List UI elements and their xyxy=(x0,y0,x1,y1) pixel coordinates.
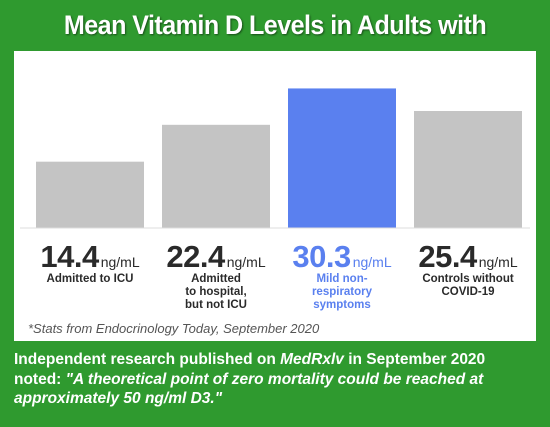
bar-2 xyxy=(288,88,396,228)
footer-text: Independent research published on MedRxl… xyxy=(14,350,544,409)
footer-suffix: in September 2020 xyxy=(343,351,486,368)
bar-category-0: Admitted to ICU xyxy=(46,273,134,285)
bar-label-1: 22.4 ng/mL Admitted to hospital, but not … xyxy=(152,239,280,312)
bar-value-labels: 14.4 ng/mL Admitted to ICU 22.4 ng/mL Admi… xyxy=(14,239,536,329)
bar-unit-2: ng/mL xyxy=(352,254,392,270)
bar-category-1: Admitted to hospital, but not ICU xyxy=(185,273,247,311)
bar-value-2: 30.3 xyxy=(292,239,351,274)
footer-quote: "A theoretical point of zero mortality c… xyxy=(14,370,484,408)
bar-3 xyxy=(414,111,522,228)
bar-category-2: Mild non-respiratory symptoms xyxy=(311,273,373,311)
bar-label-0: 14.4 ng/mL Admitted to ICU xyxy=(26,239,154,286)
chart-title: Mean Vitamin D Levels in Adults with COV… xyxy=(63,10,487,82)
bar-unit-3: ng/mL xyxy=(478,254,518,270)
chart-panel: 14.4 ng/mL Admitted to ICU 22.4 ng/mL Admi… xyxy=(14,51,536,341)
bar-0 xyxy=(36,161,144,228)
bar-value-3: 25.4 xyxy=(418,239,477,274)
footer-site: MedRxlv xyxy=(280,351,344,368)
footer-prefix: Independent research published on xyxy=(14,351,281,368)
bar-chart xyxy=(20,88,530,229)
bar-unit-1: ng/mL xyxy=(226,254,266,270)
footer-noted: noted: xyxy=(14,370,66,388)
bar-label-2: 30.3 ng/mL Mild non-respiratory symptoms xyxy=(278,239,406,312)
bar-value-1: 22.4 xyxy=(166,239,225,274)
bar-label-3: 25.4 ng/mL Controls without COVID-19 xyxy=(404,239,532,299)
bar-category-3: Controls without COVID-19 xyxy=(422,273,514,298)
bar-1 xyxy=(162,124,270,228)
bar-value-0: 14.4 xyxy=(40,239,99,274)
source-note: *Stats from Endocrinology Today, Septemb… xyxy=(28,321,320,336)
bar-unit-0: ng/mL xyxy=(100,254,140,270)
